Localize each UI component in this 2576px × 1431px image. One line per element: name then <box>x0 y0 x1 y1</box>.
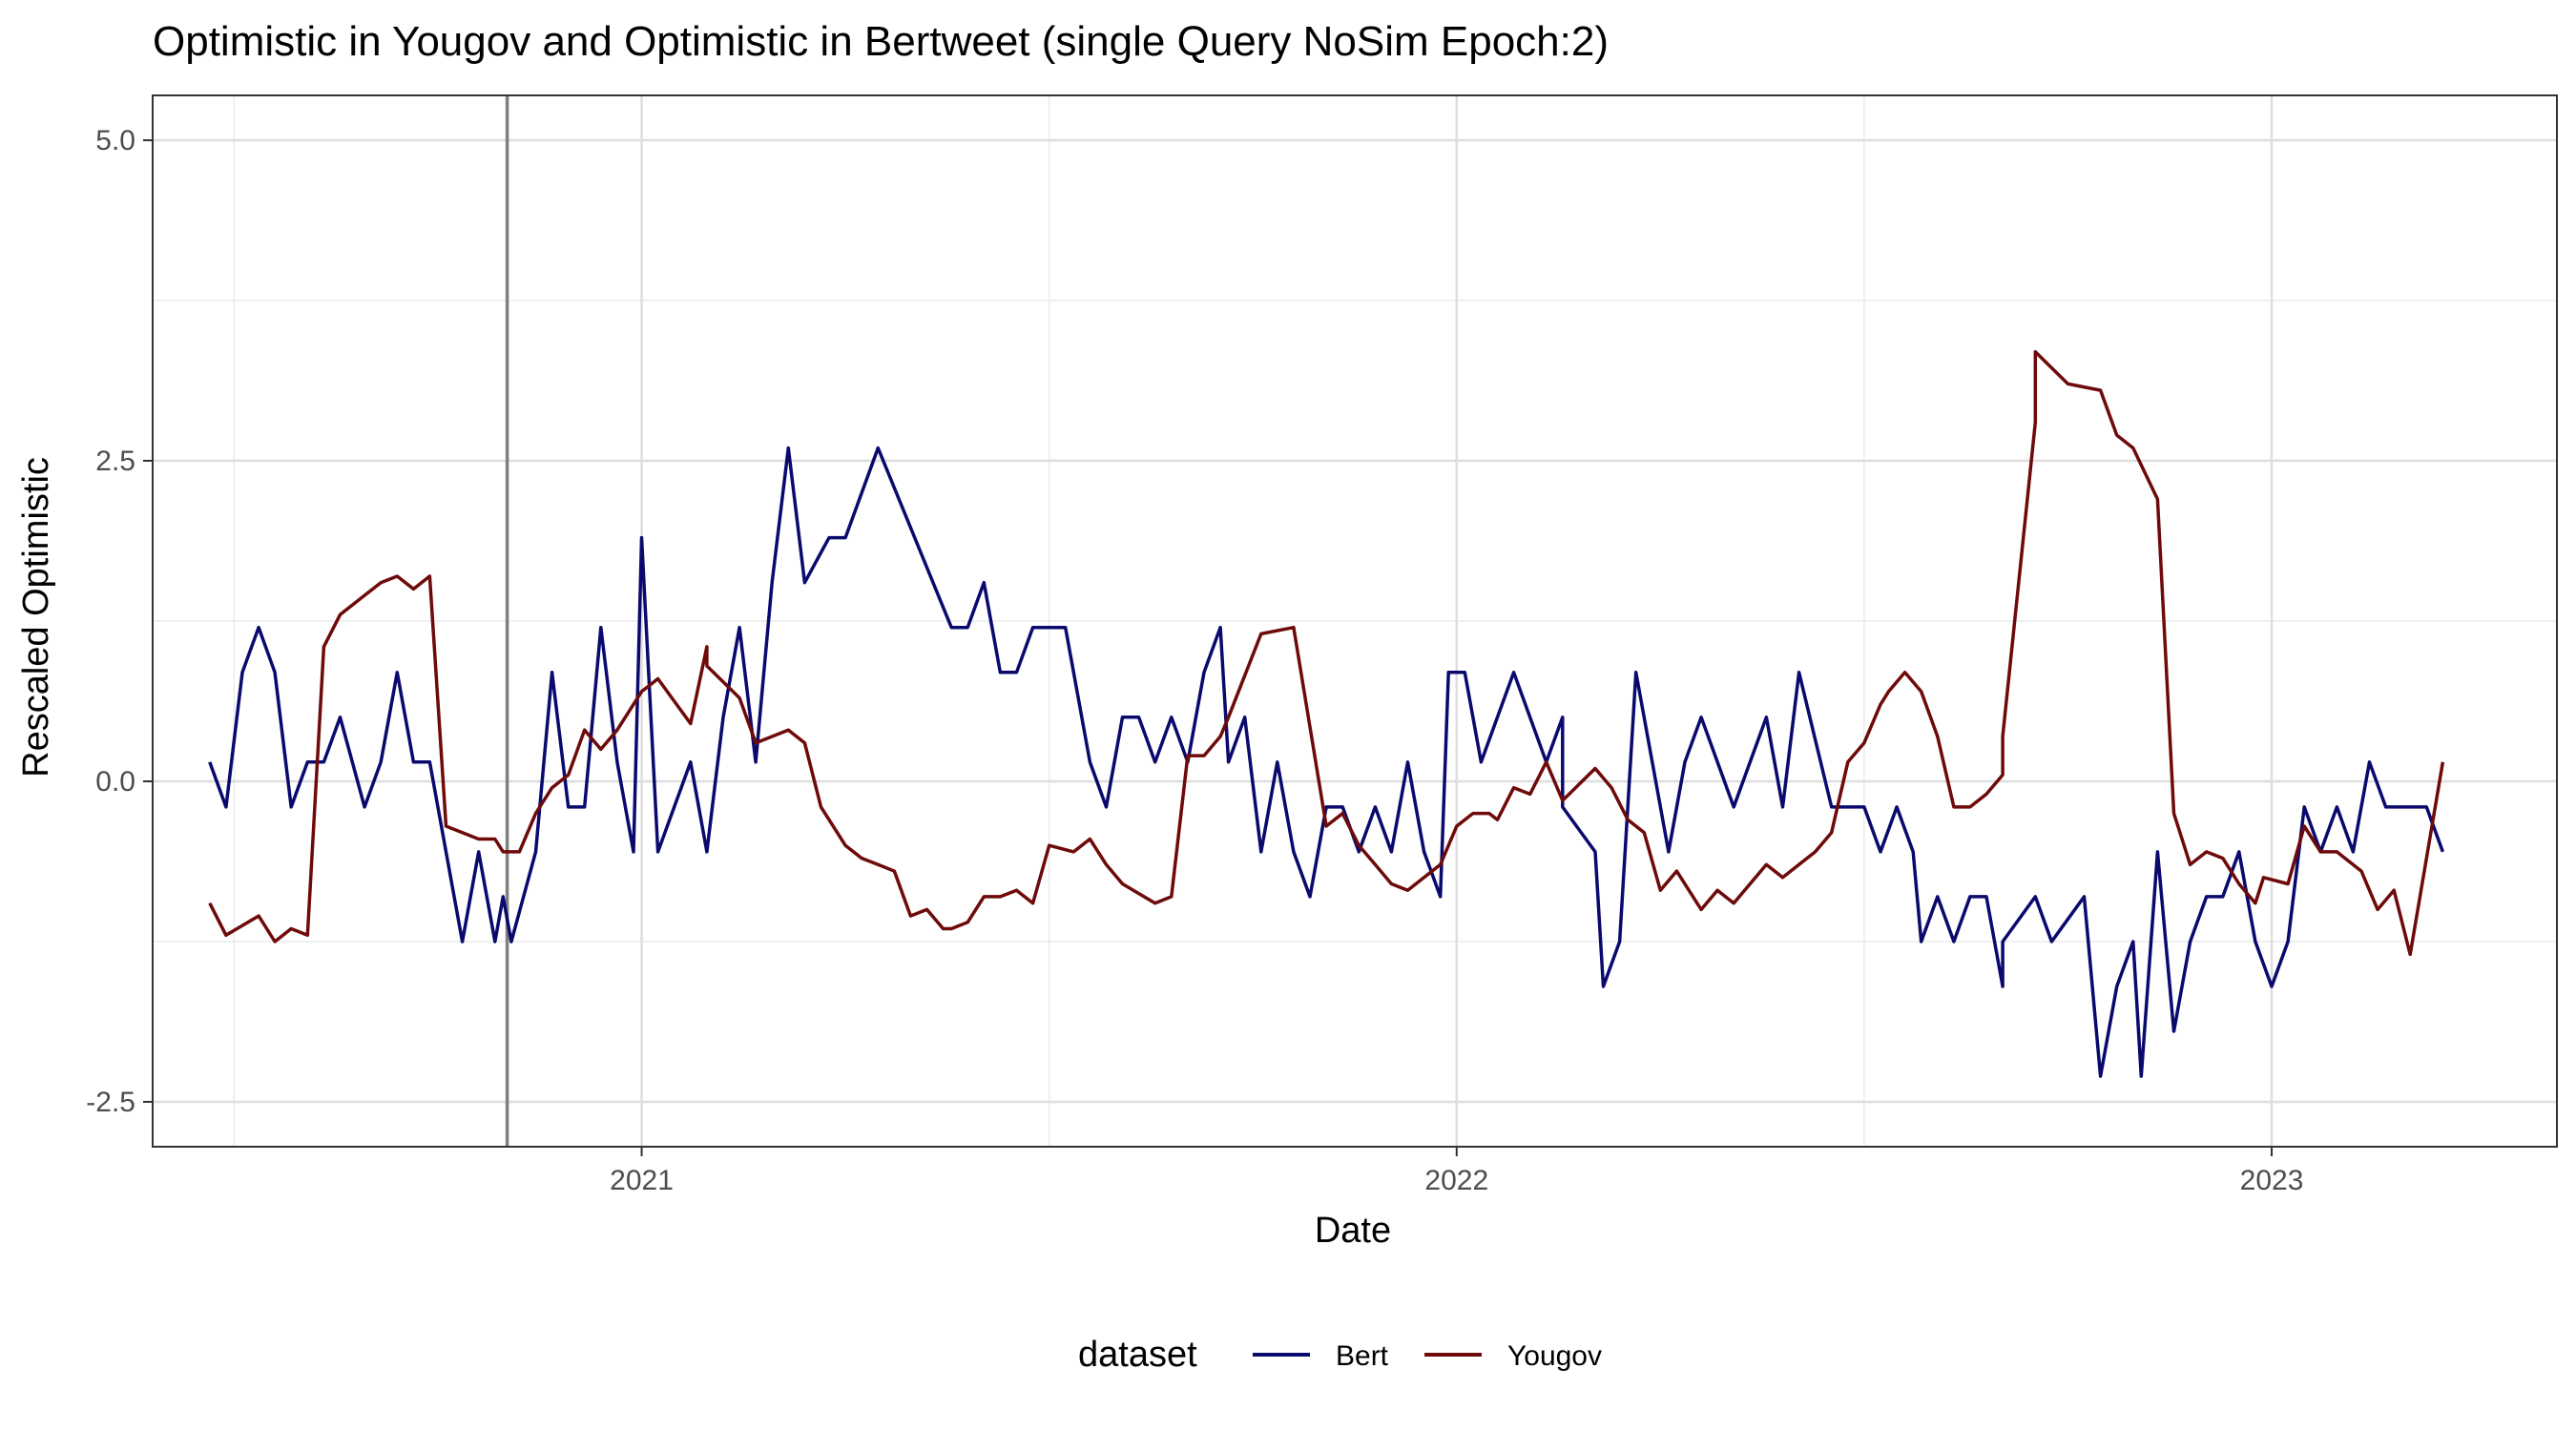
x-tick-label: 2023 <box>2240 1165 2304 1196</box>
y-tick-label: 2.5 <box>95 446 135 477</box>
series-line-yougov <box>208 350 2445 957</box>
series-line-bert <box>208 446 2445 1078</box>
chart-title: Optimistic in Yougov and Optimistic in B… <box>153 18 1609 65</box>
x-axis-ticks: 2021 2022 2023 <box>610 1147 2303 1196</box>
legend-bert-label: Bert <box>1336 1340 1389 1372</box>
x-tick-label: 2022 <box>1424 1165 1488 1196</box>
panel-border <box>152 94 2558 1148</box>
series-lines <box>208 350 2445 1078</box>
y-tick-label: 0.0 <box>95 766 135 798</box>
y-tick-label: -2.5 <box>86 1087 135 1118</box>
y-tick-label: 5.0 <box>95 125 135 156</box>
legend-title: dataset <box>1078 1335 1197 1375</box>
x-axis-title: Date <box>1315 1211 1391 1251</box>
legend: dataset Bert Yougov <box>1078 1335 1602 1375</box>
grid-lines <box>153 95 2557 1147</box>
y-axis-title: Rescaled Optimistic <box>16 457 56 778</box>
x-tick-label: 2021 <box>610 1165 674 1196</box>
y-axis-ticks: 5.0 2.5 0.0 -2.5 <box>86 125 153 1118</box>
legend-yougov-label: Yougov <box>1507 1340 1602 1372</box>
